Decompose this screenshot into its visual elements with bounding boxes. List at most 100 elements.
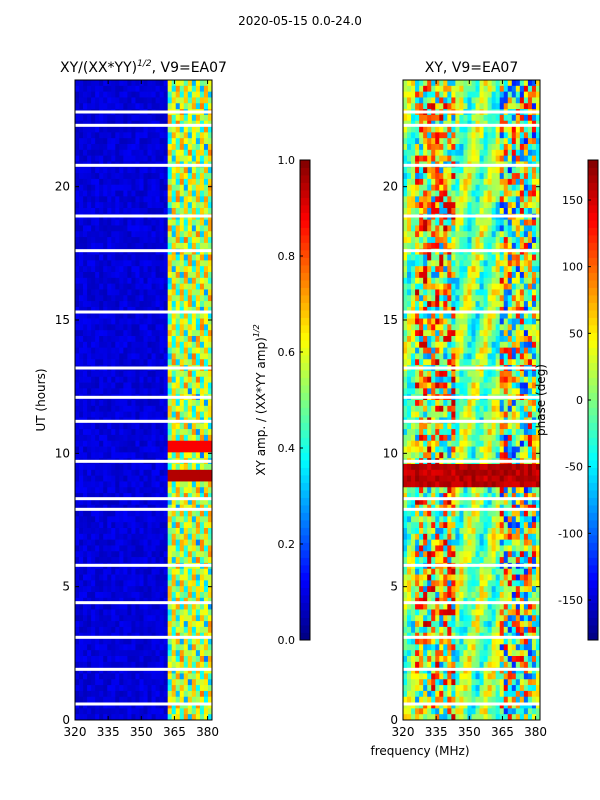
heatmap-cell [147, 656, 152, 663]
heatmap-cell [83, 714, 88, 721]
heatmap-cell [135, 638, 140, 645]
heatmap-cell [147, 557, 152, 564]
heatmap-cell [79, 219, 84, 226]
heatmap-cell [115, 208, 120, 215]
heatmap-cell [167, 644, 173, 651]
heatmap-cell [79, 656, 84, 663]
heatmap-cell [447, 167, 452, 174]
heatmap-cell [79, 336, 84, 343]
heatmap-cell [195, 446, 201, 453]
heatmap-cell [139, 144, 144, 151]
heatmap-cell [187, 464, 193, 471]
heatmap-cell [159, 283, 165, 290]
heatmap-cell [135, 184, 140, 191]
heatmap-cell [199, 149, 205, 157]
heatmap-cell [127, 382, 132, 389]
heatmap-cell [123, 429, 128, 436]
heatmap-cell [155, 277, 161, 285]
heatmap-cell [167, 80, 173, 87]
heatmap-cell [175, 452, 181, 459]
heatmap-cell [447, 260, 452, 267]
heatmap-cell [127, 644, 132, 651]
heatmap-cell [439, 254, 444, 261]
heatmap-cell [135, 452, 140, 459]
heatmap-cell [151, 283, 156, 290]
heatmap-cell [111, 592, 116, 599]
heatmap-cell [167, 615, 173, 622]
heatmap-cell [451, 260, 456, 267]
heatmap-cell [103, 603, 108, 610]
heatmap-cell [443, 155, 448, 162]
heatmap-cell [83, 592, 88, 599]
heatmap-cell [439, 85, 444, 93]
heatmap-cell [507, 126, 513, 133]
colorbar-segment [300, 482, 310, 491]
heatmap-cell [411, 237, 416, 244]
heatmap-cell [503, 126, 509, 133]
heatmap-cell [435, 173, 440, 180]
heatmap-cell [127, 208, 132, 215]
heatmap-cell [423, 231, 428, 238]
heatmap-cell [407, 260, 412, 267]
heatmap-cell [183, 295, 189, 302]
heatmap-cell [207, 324, 213, 331]
heatmap-cell [107, 673, 112, 680]
heatmap-cell [111, 382, 116, 389]
heatmap-cell [75, 295, 80, 302]
heatmap-cell [475, 80, 480, 87]
heatmap-cell [531, 91, 537, 98]
heatmap-cell [199, 184, 205, 191]
heatmap-cell [407, 114, 412, 122]
heatmap-cell [83, 510, 88, 517]
heatmap-cell [83, 411, 88, 418]
heatmap-cell [143, 434, 148, 442]
heatmap-cell [191, 510, 197, 517]
heatmap-cell [199, 475, 205, 482]
heatmap-cell [499, 132, 505, 139]
heatmap-cell [159, 429, 165, 436]
colorbar-segment [300, 400, 310, 408]
heatmap-cell [207, 557, 213, 564]
heatmap-cell [203, 97, 209, 104]
heatmap-cell [511, 242, 517, 250]
heatmap-cell [531, 97, 537, 104]
heatmap-cell [143, 347, 148, 354]
heatmap-cell [139, 656, 144, 663]
heatmap-cell [123, 184, 128, 191]
heatmap-cell [167, 97, 173, 104]
heatmap-cell [187, 708, 193, 715]
heatmap-cell [187, 545, 193, 552]
heatmap-cell [79, 190, 84, 197]
heatmap-cell [483, 103, 489, 110]
heatmap-cell [111, 91, 116, 98]
heatmap-cell [523, 103, 529, 110]
heatmap-cell [491, 266, 497, 273]
heatmap-cell [127, 493, 132, 500]
heatmap-cell [163, 196, 169, 203]
heatmap-cell [183, 376, 189, 383]
heatmap-cell [187, 306, 193, 314]
heatmap-cell [119, 370, 124, 378]
heatmap-cell [179, 336, 185, 343]
heatmap-cell [115, 382, 120, 389]
heatmap-cell [179, 685, 185, 692]
heatmap-cell [423, 208, 428, 215]
heatmap-cell [143, 696, 148, 703]
heatmap-cell [151, 446, 156, 453]
heatmap-cell [463, 103, 468, 110]
heatmap-cell [147, 196, 152, 203]
heatmap-cell [99, 353, 104, 360]
heatmap-cell [131, 679, 136, 686]
heatmap-cell [91, 493, 96, 500]
heatmap-cell [175, 219, 181, 226]
heatmap-cell [99, 493, 104, 500]
heatmap-cell [487, 173, 493, 180]
heatmap-cell [115, 85, 120, 93]
heatmap-cell [199, 679, 205, 686]
heatmap-cell [111, 557, 116, 564]
heatmap-cell [471, 103, 476, 110]
heatmap-cell [87, 533, 92, 541]
heatmap-cell [95, 656, 100, 663]
heatmap-cell [499, 80, 505, 87]
heatmap-cell [503, 184, 509, 191]
